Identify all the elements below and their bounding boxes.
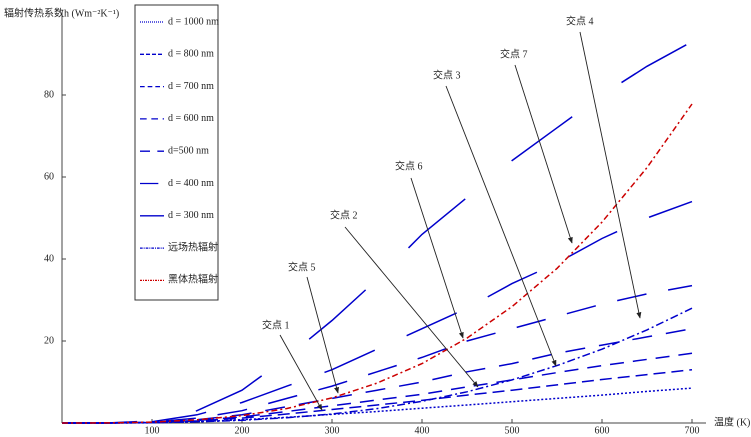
x-tick-label: 200 bbox=[235, 425, 250, 436]
annotation-arrow bbox=[579, 31, 642, 319]
series-line bbox=[61, 103, 693, 424]
series-line bbox=[62, 327, 693, 424]
series-line bbox=[62, 307, 693, 424]
series-line bbox=[62, 284, 693, 424]
x-tick-label: 300 bbox=[325, 425, 340, 436]
x-tick-label: 700 bbox=[685, 425, 700, 436]
y-tick-label: 20 bbox=[44, 335, 54, 346]
y-axis-label: 辐射传热系数h (Wm⁻²K⁻¹) bbox=[4, 6, 119, 19]
annotation-arrow bbox=[306, 276, 339, 394]
legend-label: 黑体热辐射 bbox=[168, 273, 218, 286]
series-line bbox=[62, 368, 693, 424]
series-line bbox=[62, 200, 693, 424]
legend-label: 远场热辐射 bbox=[168, 240, 218, 253]
y-tick-label: 80 bbox=[44, 89, 54, 100]
annotation: 交点 3 bbox=[433, 68, 461, 81]
series-line bbox=[62, 352, 693, 424]
y-tick-label: 40 bbox=[44, 253, 54, 264]
legend-label: d=500 nm bbox=[168, 145, 209, 156]
x-tick-label: 600 bbox=[595, 425, 610, 436]
annotation-arrow bbox=[279, 334, 323, 411]
legend-label: d = 800 nm bbox=[168, 49, 214, 60]
annotation: 交点 4 bbox=[566, 14, 594, 27]
annotation-arrow bbox=[410, 177, 464, 339]
x-axis-label: 温度 (K) bbox=[714, 415, 750, 428]
annotation: 交点 7 bbox=[500, 47, 528, 60]
legend-label: d = 300 nm bbox=[168, 210, 214, 221]
legend-label: d = 600 nm bbox=[168, 113, 214, 124]
x-tick-label: 400 bbox=[415, 425, 430, 436]
annotation: 交点 6 bbox=[395, 159, 423, 172]
annotation-arrow bbox=[514, 64, 573, 244]
y-tick-label: 60 bbox=[44, 171, 54, 182]
x-tick-label: 500 bbox=[505, 425, 520, 436]
annotation: 交点 1 bbox=[262, 318, 290, 331]
annotation-arrow bbox=[445, 85, 557, 367]
annotation: 交点 5 bbox=[288, 260, 316, 273]
annotation-arrow bbox=[344, 226, 479, 388]
legend-label: d = 1000 nm bbox=[168, 16, 219, 27]
legend-label: d = 400 nm bbox=[168, 178, 214, 189]
x-tick-label: 100 bbox=[145, 425, 160, 436]
legend-label: d = 700 nm bbox=[168, 81, 214, 92]
annotation: 交点 2 bbox=[330, 208, 358, 221]
